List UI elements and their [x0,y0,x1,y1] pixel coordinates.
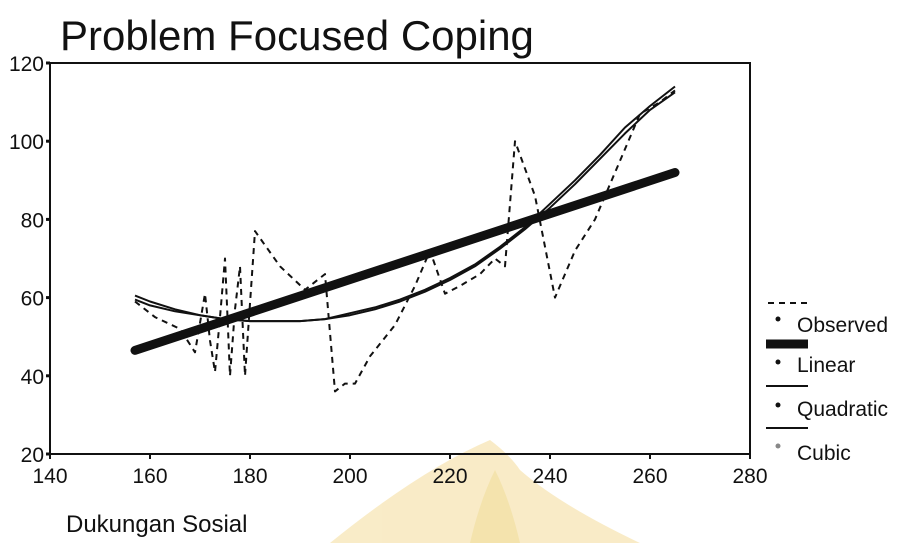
x-tick-label: 140 [32,465,67,488]
legend-dot-observed [775,316,781,322]
plot-area [130,85,680,393]
legend-label-cubic: Cubic [797,442,851,465]
y-tick-label: 80 [21,209,44,232]
x-tick-label: 280 [732,465,767,488]
x-tick-label: 160 [132,465,167,488]
x-axis: 140 160 180 200 220 240 260 280 [32,454,768,488]
legend-label-quadratic: Quadratic [797,398,888,421]
series-line-observed [134,89,676,393]
legend-label-linear: Linear [797,354,855,377]
legend-label-observed: Observed [797,314,888,337]
y-tick-label: 60 [21,288,44,311]
chart-title: Problem Focused Coping [60,12,534,59]
legend: Observed Linear Quadratic Cubic [766,302,888,465]
y-axis: 20 40 60 80 100 120 [9,53,50,467]
x-tick-label: 220 [432,465,467,488]
x-tick-label: 180 [232,465,267,488]
y-tick-label: 100 [9,131,44,154]
x-tick-label: 240 [532,465,567,488]
series-line-linear [130,168,680,355]
watermark-logo [330,440,640,543]
series-line-cubic [134,91,676,323]
y-tick-label: 20 [21,444,44,467]
x-tick-label: 200 [332,465,367,488]
legend-dot-linear [775,359,781,365]
plot-frame [49,62,751,455]
legend-dot-cubic [775,443,781,449]
legend-dot-quadratic [775,402,781,408]
x-axis-label: Dukungan Sosial [66,511,247,538]
x-tick-label: 260 [632,465,667,488]
y-tick-label: 40 [21,366,44,389]
y-tick-label: 120 [9,53,44,76]
